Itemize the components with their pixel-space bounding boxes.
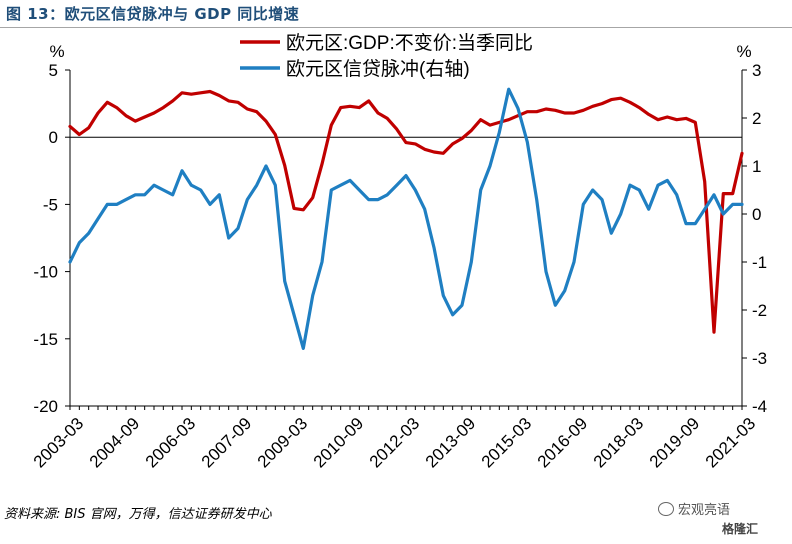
chart-axes: 5 0 -5 -10 -15 -20 3 2 1 0 -1 -2 -3 -4% % 2003-032004-0…: [30, 42, 767, 471]
x-tick-label: 2015-03: [478, 414, 536, 472]
x-tick-label: 2013-09: [422, 414, 480, 472]
x-tick-label: 2009-03: [254, 414, 312, 472]
watermark-secondary: 格隆汇: [722, 522, 759, 536]
right-tick-label: -1: [752, 253, 767, 272]
figure-title-text: 欧元区信贷脉冲与 GDP 同比增速: [64, 5, 300, 23]
right-tick-label: 1: [752, 157, 761, 176]
right-tick-label: -2: [752, 301, 767, 320]
x-tick-label: 2018-03: [590, 414, 648, 472]
credit-impulse-line: [68, 87, 744, 350]
x-tick-label: 2012-03: [366, 414, 424, 472]
left-tick-label: 5: [49, 61, 58, 80]
legend-label-gdp: 欧元区:GDP:不变价:当季同比: [286, 32, 533, 54]
chart-series-layer: [68, 87, 744, 350]
right-tick-label: -4: [752, 397, 767, 416]
right-tick-label: -3: [752, 349, 767, 368]
wechat-icon: [658, 502, 674, 516]
source-note: 资料来源: BIS 官网，万得，信达证券研发中心: [4, 507, 272, 522]
figure-title: 图 13：欧元区信贷脉冲与 GDP 同比增速: [6, 3, 299, 24]
left-tick-label: 0: [49, 128, 58, 147]
x-tick-label: 2016-09: [534, 414, 592, 472]
figure-label: 图 13：: [6, 5, 65, 23]
x-tick-label: 2010-09: [310, 414, 368, 472]
gdp-yoy-line: [68, 89, 744, 334]
title-divider: [0, 27, 792, 28]
x-tick-label: 2004-09: [86, 414, 144, 472]
x-tick-label: 2006-03: [142, 414, 200, 472]
left-tick-label: -5: [43, 195, 58, 214]
watermark-text: 宏观亮语: [678, 503, 731, 518]
legend-label-credit: 欧元区信贷脉冲(右轴): [286, 58, 470, 80]
x-tick-label: 2007-09: [198, 414, 256, 472]
left-axis-unit: %: [49, 42, 64, 61]
right-tick-label: 2: [752, 109, 761, 128]
left-tick-label: -10: [33, 263, 58, 282]
right-tick-label: 0: [752, 205, 761, 224]
right-axis-unit: %: [736, 42, 751, 61]
x-tick-label: 2019-09: [646, 414, 704, 472]
left-tick-label: -20: [33, 397, 58, 416]
watermark: 宏观亮语: [658, 499, 730, 518]
x-tick-label: 2021-03: [702, 414, 760, 472]
left-tick-label: -15: [33, 330, 58, 349]
x-tick-label: 2003-03: [30, 414, 88, 472]
right-tick-label: 3: [752, 61, 761, 80]
